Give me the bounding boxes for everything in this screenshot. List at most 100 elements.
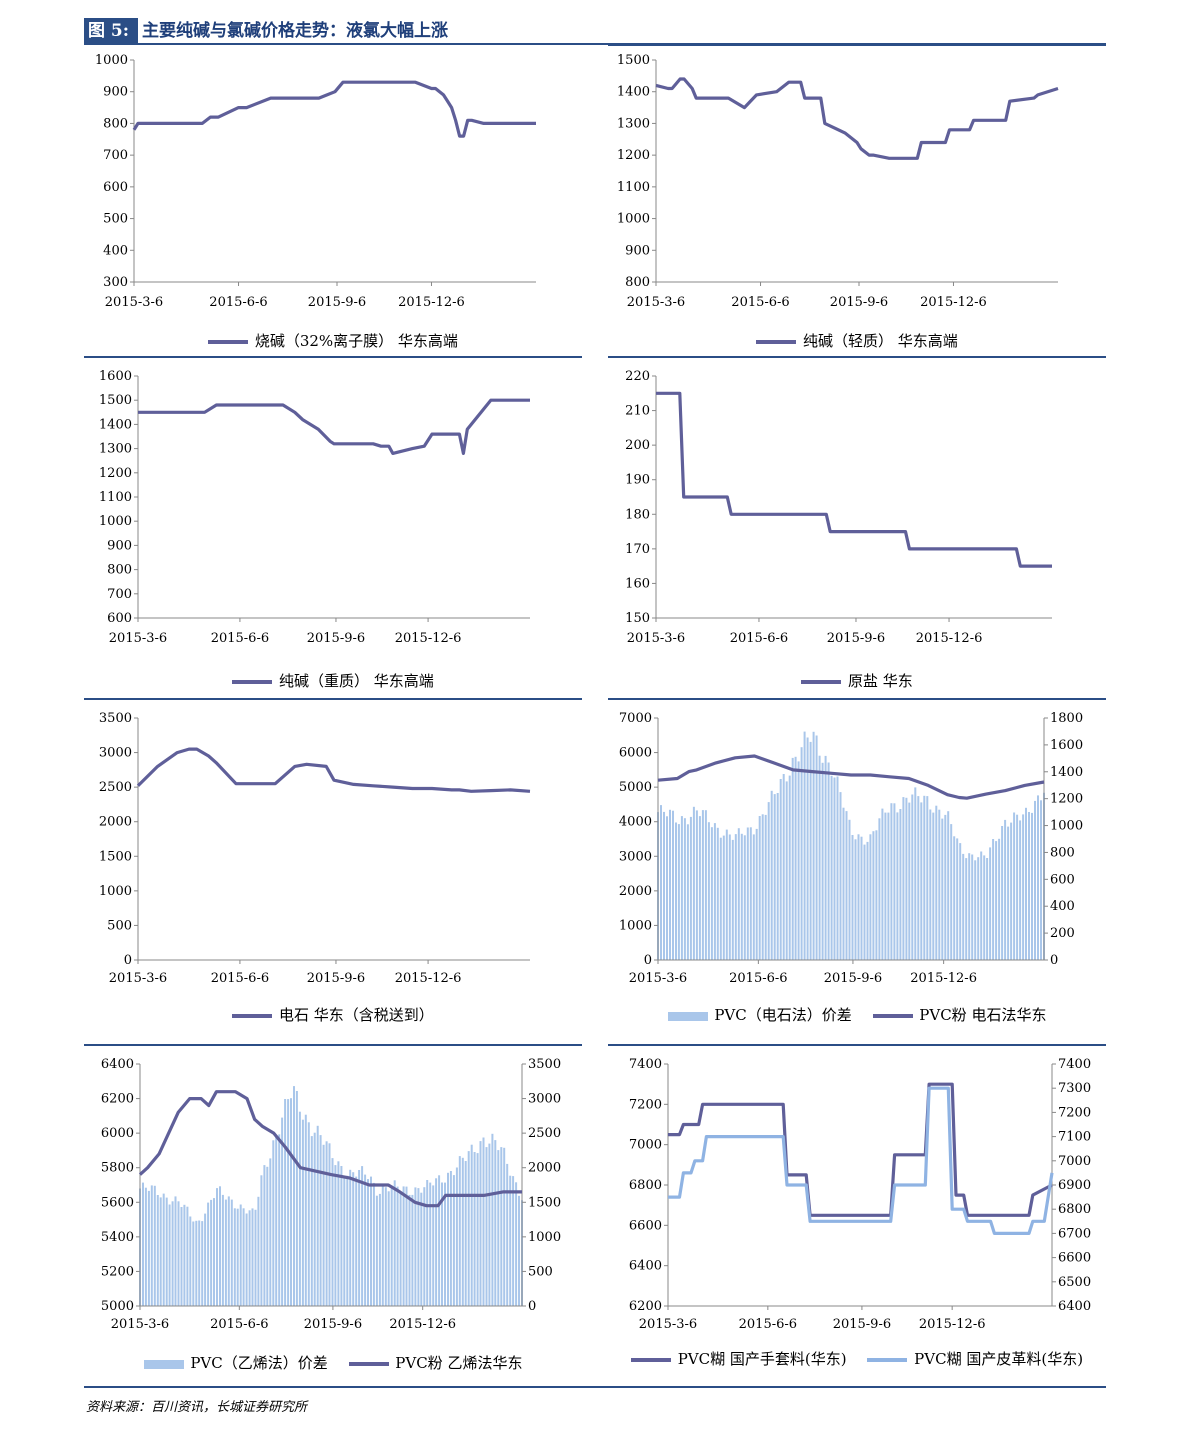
bar-mark — [1007, 826, 1010, 960]
bar-mark — [298, 1111, 301, 1306]
bar-mark — [878, 818, 881, 960]
bar-mark — [812, 731, 815, 960]
bar-mark — [281, 1117, 284, 1306]
y-tick-label: 6000 — [619, 746, 652, 761]
bar-mark — [854, 839, 857, 960]
bar-mark — [875, 830, 878, 960]
bar-mark — [159, 1197, 162, 1306]
x-tick-label: 2015-6-6 — [211, 631, 269, 646]
bar-mark — [824, 755, 827, 960]
x-tick-label: 2015-12-6 — [916, 631, 983, 646]
panel-rule — [608, 356, 1106, 358]
chart-panel-calcium-carbide: 3500 3000 2500 2000 1500 1000 500 0 2015-3-6 2015… — [84, 698, 582, 1042]
bar-mark — [950, 824, 953, 960]
y-tick-label: 1600 — [99, 369, 132, 384]
x-tick-label: 2015-9-6 — [307, 631, 365, 646]
bar-mark — [328, 1143, 331, 1306]
bar-mark — [794, 756, 797, 960]
bar-mark — [677, 824, 680, 960]
bar-mark — [689, 816, 692, 960]
x-tick-label: 2015-12-6 — [910, 971, 977, 986]
bar-mark — [435, 1178, 438, 1306]
legend-label: PVC糊 国产皮革料(华东) — [914, 1350, 1084, 1368]
chart-svg: 3500 3000 2500 2000 1500 1000 500 0 2015-3-6 2015… — [99, 711, 531, 986]
bar-mark — [797, 761, 800, 960]
bar-mark — [147, 1190, 150, 1306]
bar-mark — [818, 755, 821, 960]
x-tick-label: 2015-9-6 — [833, 1317, 891, 1332]
bar-mark — [1013, 812, 1016, 960]
y-tick-label: 2500 — [99, 780, 132, 795]
bar-mark — [470, 1144, 473, 1306]
bar-mark — [331, 1158, 334, 1306]
bar-mark — [337, 1161, 340, 1306]
figure-title: 主要纯碱与氯碱价格走势：液氯大幅上涨 — [142, 21, 448, 41]
y-tick-label: 200 — [625, 438, 650, 453]
legend-label: PVC（电石法）价差 — [714, 1006, 852, 1024]
series-line — [136, 747, 531, 793]
bar-mark — [503, 1147, 506, 1306]
y-tick-label: 7200 — [629, 1097, 662, 1112]
bar-mark — [1037, 795, 1039, 960]
bar-mark — [986, 858, 989, 960]
y-tick-label: 800 — [103, 116, 128, 131]
y-tick-label: 0 — [644, 953, 652, 968]
bar-mark — [947, 811, 950, 960]
chart-svg: 7000600050004000300020001000018001600140… — [619, 711, 1083, 986]
bar-mark — [417, 1188, 420, 1306]
bar-mark — [920, 802, 923, 960]
bar-mark — [851, 835, 854, 960]
bar-mark — [207, 1202, 210, 1306]
y-tick-label: 6200 — [101, 1092, 134, 1107]
y-tick-label: 1500 — [617, 53, 650, 68]
bar-mark — [216, 1188, 218, 1306]
bottom-rule — [84, 1386, 1106, 1388]
y-tick-label: 220 — [625, 369, 650, 384]
bar-mark — [830, 775, 833, 960]
y2-tick-label: 600 — [1050, 872, 1075, 887]
bar-mark — [857, 834, 860, 960]
bar-mark — [482, 1137, 485, 1306]
bar-mark — [248, 1210, 251, 1306]
bar-mark — [287, 1099, 290, 1306]
bar-mark — [1040, 800, 1042, 960]
legend-label: PVC粉 乙烯法华东 — [395, 1354, 523, 1372]
legend-item: 烧碱（32%离子膜） 华东高端 — [208, 330, 458, 351]
y-tick-label: 210 — [625, 404, 650, 419]
bar-mark — [224, 1199, 227, 1306]
bar-mark — [974, 860, 977, 960]
series-line — [668, 1082, 1053, 1217]
legend: 原盐 华东 — [608, 670, 1106, 691]
legend-label: 纯碱（轻质） 华东高端 — [803, 332, 958, 350]
bar-mark — [698, 816, 701, 960]
bar-mark — [355, 1176, 358, 1306]
x-tick-label: 2015-6-6 — [211, 971, 269, 986]
x-tick-label: 2015-12-6 — [395, 631, 462, 646]
legend-line-swatch — [348, 1362, 389, 1366]
bar-mark — [461, 1157, 464, 1306]
x-tick-label: 2015-3-6 — [105, 295, 163, 310]
bar-mark — [150, 1185, 153, 1306]
bar-mark — [944, 814, 947, 960]
bar-mark — [393, 1180, 396, 1306]
bar-mark — [494, 1140, 497, 1306]
chart-panel-light-soda-ash: 1500 1400 1300 1200 1100 1000 900 800 2015-3-6 20… — [608, 44, 1106, 356]
bar-mark — [902, 797, 905, 960]
y-tick-label: 1000 — [617, 212, 650, 227]
y2-tick-label: 7100 — [1058, 1130, 1091, 1145]
bar-mark — [254, 1209, 257, 1306]
bar-mark — [399, 1191, 402, 1306]
y-tick-label: 1000 — [99, 884, 132, 899]
bar-mark — [893, 803, 896, 960]
bar-mark — [669, 809, 671, 960]
bar-mark — [782, 774, 785, 960]
bar-mark — [701, 810, 704, 960]
legend-item: PVC糊 国产手套料(华东) — [630, 1348, 847, 1369]
bar-mark — [444, 1182, 446, 1306]
bar-mark — [375, 1195, 378, 1306]
bar-mark — [959, 843, 962, 960]
y-tick-label: 5000 — [101, 1299, 134, 1314]
y2-tick-label: 1500 — [528, 1195, 561, 1210]
y2-tick-label: 0 — [1050, 953, 1058, 968]
bar-mark — [971, 854, 974, 960]
